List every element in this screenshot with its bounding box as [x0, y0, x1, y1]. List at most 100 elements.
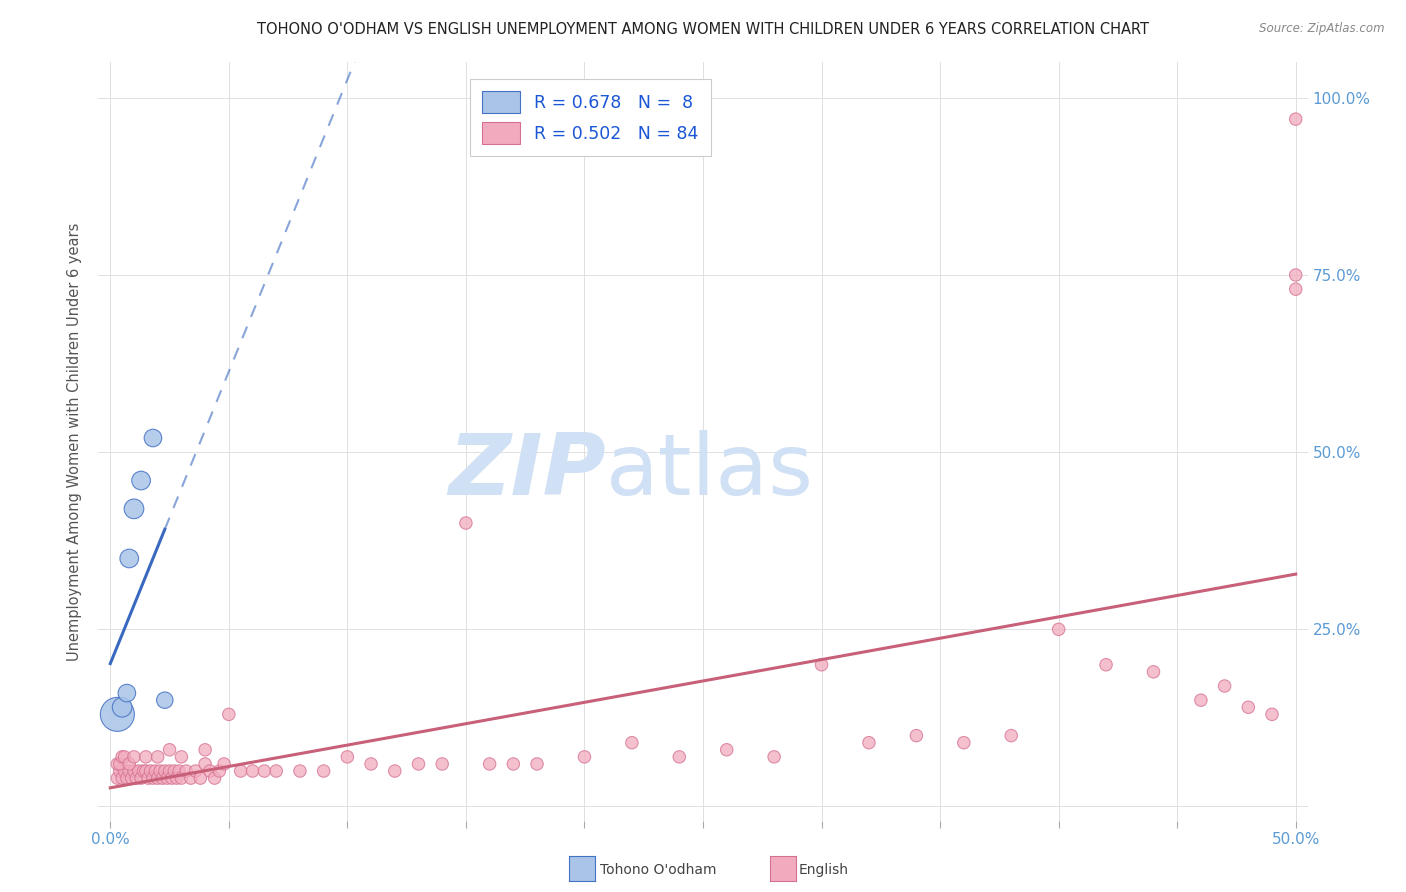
- Point: [118, 764, 141, 778]
- Text: TOHONO O'ODHAM VS ENGLISH UNEMPLOYMENT AMONG WOMEN WITH CHILDREN UNDER 6 YEARS C: TOHONO O'ODHAM VS ENGLISH UNEMPLOYMENT A…: [257, 22, 1149, 37]
- Text: Source: ZipAtlas.com: Source: ZipAtlas.com: [1260, 22, 1385, 36]
- Point: [114, 750, 136, 764]
- Point: [1285, 282, 1308, 296]
- Point: [1213, 679, 1236, 693]
- Point: [526, 756, 548, 771]
- Point: [108, 764, 131, 778]
- Point: [105, 707, 128, 722]
- Point: [242, 764, 264, 778]
- Point: [716, 743, 738, 757]
- Point: [204, 771, 226, 785]
- Point: [194, 756, 217, 771]
- Point: [108, 756, 131, 771]
- Point: [810, 657, 832, 672]
- Point: [1237, 700, 1260, 714]
- Point: [194, 743, 217, 757]
- Point: [118, 551, 141, 566]
- Point: [1189, 693, 1212, 707]
- Text: ZIP: ZIP: [449, 430, 606, 514]
- Point: [122, 501, 145, 516]
- Point: [139, 764, 162, 778]
- Point: [132, 764, 155, 778]
- Point: [105, 756, 128, 771]
- Point: [142, 431, 165, 445]
- Point: [159, 764, 181, 778]
- Point: [136, 771, 159, 785]
- Point: [408, 756, 430, 771]
- Point: [432, 756, 454, 771]
- Point: [128, 764, 150, 778]
- Point: [1285, 112, 1308, 127]
- Point: [668, 750, 690, 764]
- Point: [167, 764, 190, 778]
- Point: [115, 771, 138, 785]
- Legend: R = 0.678   N =  8, R = 0.502   N = 84: R = 0.678 N = 8, R = 0.502 N = 84: [470, 78, 710, 156]
- Point: [143, 764, 166, 778]
- Point: [336, 750, 359, 764]
- Point: [105, 771, 128, 785]
- Point: [135, 764, 157, 778]
- Point: [149, 764, 172, 778]
- Point: [114, 764, 136, 778]
- Point: [384, 764, 406, 778]
- Text: English: English: [799, 863, 849, 877]
- Point: [163, 764, 186, 778]
- Point: [122, 750, 145, 764]
- Point: [170, 750, 193, 764]
- Point: [170, 771, 193, 785]
- Point: [135, 750, 157, 764]
- Point: [212, 756, 235, 771]
- Point: [198, 764, 221, 778]
- Point: [1047, 623, 1070, 637]
- Point: [153, 693, 176, 707]
- Point: [218, 707, 240, 722]
- Point: [156, 771, 179, 785]
- Point: [952, 736, 974, 750]
- Y-axis label: Unemployment Among Women with Children Under 6 years: Unemployment Among Women with Children U…: [67, 222, 83, 661]
- Point: [184, 764, 207, 778]
- Point: [858, 736, 880, 750]
- Text: atlas: atlas: [606, 430, 814, 514]
- Point: [121, 771, 143, 785]
- Text: Tohono O'odham: Tohono O'odham: [600, 863, 717, 877]
- Point: [478, 756, 501, 771]
- Point: [502, 756, 524, 771]
- Point: [1142, 665, 1164, 679]
- Point: [208, 764, 231, 778]
- Point: [312, 764, 335, 778]
- Point: [574, 750, 596, 764]
- Point: [166, 771, 188, 785]
- Point: [111, 750, 134, 764]
- Point: [174, 764, 197, 778]
- Point: [454, 516, 477, 530]
- Point: [1000, 729, 1022, 743]
- Point: [122, 764, 145, 778]
- Point: [142, 771, 165, 785]
- Point: [1095, 657, 1118, 672]
- Point: [180, 771, 202, 785]
- Point: [253, 764, 276, 778]
- Point: [118, 756, 141, 771]
- Point: [152, 771, 174, 785]
- Point: [129, 771, 152, 785]
- Point: [160, 771, 183, 785]
- Point: [620, 736, 643, 750]
- Point: [190, 771, 212, 785]
- Point: [115, 686, 138, 700]
- Point: [360, 756, 382, 771]
- Point: [905, 729, 928, 743]
- Point: [125, 771, 148, 785]
- Point: [111, 771, 134, 785]
- Point: [111, 700, 134, 714]
- Point: [763, 750, 786, 764]
- Point: [159, 743, 181, 757]
- Point: [264, 764, 287, 778]
- Point: [288, 764, 311, 778]
- Point: [153, 764, 176, 778]
- Point: [229, 764, 252, 778]
- Point: [1261, 707, 1284, 722]
- Point: [129, 474, 152, 488]
- Point: [146, 771, 169, 785]
- Point: [146, 750, 169, 764]
- Point: [1285, 268, 1308, 282]
